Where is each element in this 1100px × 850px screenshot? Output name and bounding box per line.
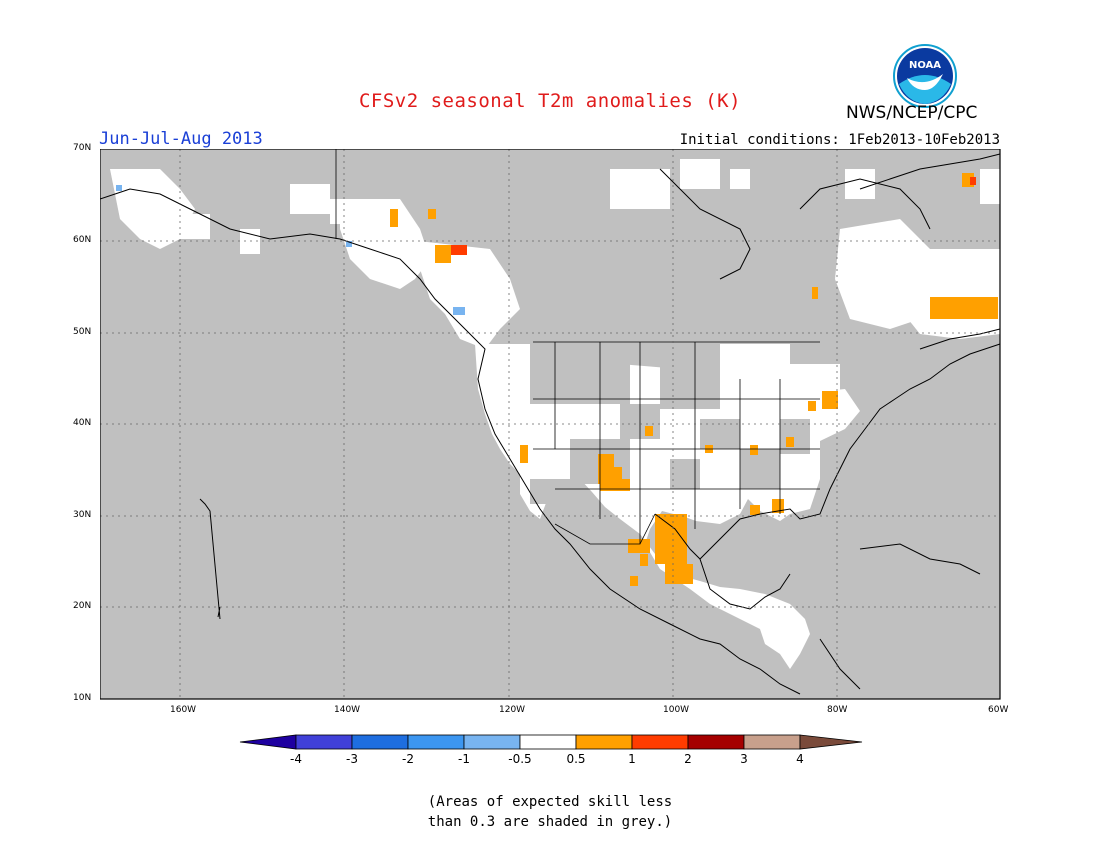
lat-tick: 40N [73, 418, 92, 428]
colorbar-label: 2 [684, 752, 692, 766]
cold-anomaly-cells [116, 185, 465, 315]
colorbar-label: 4 [796, 752, 804, 766]
colorbar-cell [743, 734, 801, 750]
lon-tick: 160W [170, 705, 197, 715]
colorbar-arrow-left [239, 734, 297, 750]
colorbar-label: 0.5 [566, 752, 586, 766]
lat-tick: 70N [73, 143, 92, 153]
lon-tick: 100W [663, 705, 690, 715]
map-frame [100, 149, 1001, 700]
colorbar-cell [687, 734, 745, 750]
lat-tick: 10N [73, 693, 92, 703]
skill-note-line1: (Areas of expected skill less [427, 794, 673, 810]
colorbar-arrow-right [799, 734, 863, 750]
lat-tick: 30N [73, 510, 92, 520]
colorbar-label: -0.5 [508, 752, 532, 766]
colorbar-cell [631, 734, 689, 750]
lon-tick: 140W [334, 705, 361, 715]
noaa-logo: NOAA [893, 44, 957, 108]
colorbar-label: -2 [402, 752, 414, 766]
coastlines [100, 153, 1001, 695]
chart-title: CFSv2 seasonal T2m anomalies (K) [358, 90, 742, 112]
colorbar-label: -4 [290, 752, 302, 766]
colorbar-cell [351, 734, 409, 750]
skill-note: (Areas of expected skill less than 0.3 a… [0, 792, 1100, 832]
season-label: Jun-Jul-Aug 2013 [99, 129, 263, 149]
lat-tick: 50N [73, 327, 92, 337]
graticule [100, 149, 1000, 699]
lat-tick: 20N [73, 601, 92, 611]
colorbar-label: 1 [628, 752, 636, 766]
lon-tick: 80W [827, 705, 848, 715]
colorbar-cell [575, 734, 633, 750]
strong-warm-cells [451, 177, 976, 255]
colorbar [239, 734, 863, 750]
colorbar-label: -3 [346, 752, 358, 766]
colorbar-cell [407, 734, 465, 750]
lat-tick: 60N [73, 235, 92, 245]
lon-tick: 60W [988, 705, 1009, 715]
anomaly-map [100, 149, 1001, 700]
colorbar-label: 3 [740, 752, 748, 766]
colorbar-cell [519, 734, 577, 750]
lon-tick: 120W [499, 705, 526, 715]
colorbar-cell [463, 734, 521, 750]
warm-anomaly-cells [390, 173, 998, 586]
colorbar-label: -1 [458, 752, 470, 766]
colorbar-cell [295, 734, 353, 750]
initial-conditions-label: Initial conditions: 1Feb2013-10Feb2013 [679, 132, 1000, 148]
agency-label: NWS/NCEP/CPC [846, 103, 978, 123]
state-borders [335, 149, 820, 545]
skill-note-line2: than 0.3 are shaded in grey.) [427, 814, 673, 830]
logo-text: NOAA [909, 60, 941, 71]
